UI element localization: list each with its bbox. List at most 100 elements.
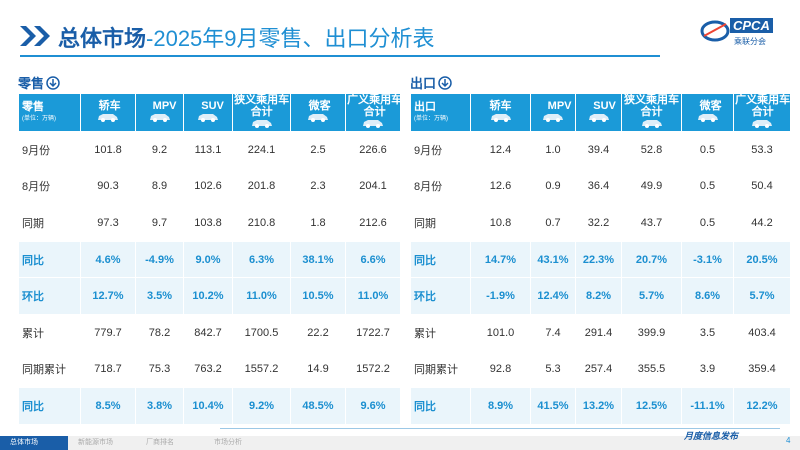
footer-tab[interactable]: 厂商排名 bbox=[146, 439, 174, 446]
cell: 3.9 bbox=[681, 350, 734, 389]
row-label: 累计 bbox=[18, 313, 81, 352]
footer-tab[interactable]: 总体市场 bbox=[0, 436, 68, 450]
column-header: MPV bbox=[135, 93, 184, 132]
cell: 12.2% bbox=[733, 387, 791, 425]
title-rule bbox=[20, 55, 660, 57]
cell: 103.8 bbox=[183, 204, 233, 242]
column-header: SUV bbox=[183, 93, 233, 132]
vehicle-icon bbox=[752, 120, 772, 128]
section-title: 零售 bbox=[18, 76, 45, 91]
column-header: 微客 bbox=[681, 93, 734, 132]
unit-label: (单位：万辆) bbox=[22, 115, 56, 122]
row-label: 同比 bbox=[410, 240, 471, 279]
cell: 1572.2 bbox=[345, 350, 401, 389]
vehicle-icon bbox=[308, 114, 328, 122]
cell: 1722.7 bbox=[345, 313, 401, 352]
row-label: 同比 bbox=[18, 387, 81, 425]
cell: 0.5 bbox=[681, 131, 734, 169]
cell: 355.5 bbox=[621, 350, 682, 389]
title: 总体市场-2025年9月零售、出口分析表 bbox=[58, 21, 435, 53]
logo-text: CPCA bbox=[730, 18, 773, 33]
cell: 3.8% bbox=[135, 387, 184, 425]
row-label: 累计 bbox=[410, 313, 471, 352]
vehicle-icon bbox=[198, 114, 218, 122]
cell: 90.3 bbox=[80, 167, 136, 206]
footer-tab[interactable]: 市场分析 bbox=[214, 439, 242, 446]
cell: 9.6% bbox=[345, 387, 401, 425]
vehicle-icon bbox=[543, 114, 563, 122]
table-row: 同比 4.6% -4.9% 9.0% 6.3% 38.1% 6.6% bbox=[18, 240, 401, 279]
table-row: 同期 10.8 0.7 32.2 43.7 0.5 44.2 bbox=[410, 204, 791, 242]
cell: 399.9 bbox=[621, 313, 682, 352]
cell: 6.3% bbox=[232, 240, 291, 279]
cell: 97.3 bbox=[80, 204, 136, 242]
cell: 11.0% bbox=[232, 277, 291, 315]
cell: 52.8 bbox=[621, 131, 682, 169]
cell: 7.4 bbox=[530, 313, 576, 352]
column-header: 广义乘用车合计 bbox=[733, 93, 791, 132]
column-name: 狭义乘用车合计 bbox=[234, 94, 290, 119]
vehicle-icon bbox=[697, 114, 718, 122]
cell: 12.4% bbox=[530, 277, 576, 315]
row-label: 同比 bbox=[410, 387, 471, 425]
cell: 8.9 bbox=[135, 167, 184, 206]
vehicle-icon bbox=[149, 114, 170, 122]
cell: 2.5 bbox=[290, 131, 346, 169]
down-icon bbox=[46, 75, 60, 90]
cell: 113.1 bbox=[183, 131, 233, 169]
page-number: 4 bbox=[786, 436, 791, 445]
cell: 10.2% bbox=[183, 277, 233, 315]
corner-label: 出口 bbox=[414, 100, 436, 113]
cell: 10.5% bbox=[290, 277, 346, 315]
header-row: 零售 (单位：万辆) 轿车 MPV SUV 狭义乘用车合计 微客 广义乘用车合计 bbox=[18, 93, 401, 132]
cell: 8.5% bbox=[80, 387, 136, 425]
column-name: SUV bbox=[593, 100, 616, 112]
footer-bar bbox=[0, 436, 800, 450]
cell: 718.7 bbox=[80, 350, 136, 389]
down-icon bbox=[438, 75, 452, 90]
cell: 5.7% bbox=[621, 277, 682, 315]
cell: 210.8 bbox=[232, 204, 291, 242]
cell: 8.2% bbox=[575, 277, 622, 315]
cell: 49.9 bbox=[621, 167, 682, 206]
cell: -1.9% bbox=[470, 277, 531, 315]
row-label: 8月份 bbox=[18, 167, 81, 206]
table-row: 同比 14.7% 43.1% 22.3% 20.7% -3.1% 20.5% bbox=[410, 240, 791, 279]
column-header: 微客 bbox=[290, 93, 346, 132]
cell: 36.4 bbox=[575, 167, 622, 206]
cell: 22.3% bbox=[575, 240, 622, 279]
corner-label: 零售 bbox=[22, 100, 44, 113]
row-label: 同期 bbox=[18, 204, 81, 242]
column-name: 轿车 bbox=[98, 100, 121, 112]
logo: CPCA 乘联分会 bbox=[700, 14, 780, 50]
section-label: 零售 bbox=[18, 73, 60, 92]
cell: 359.4 bbox=[733, 350, 791, 389]
cell: -3.1% bbox=[681, 240, 734, 279]
cell: 12.7% bbox=[80, 277, 136, 315]
cell: 22.2 bbox=[290, 313, 346, 352]
column-header: 广义乘用车合计 bbox=[345, 93, 401, 132]
cell: 5.3 bbox=[530, 350, 576, 389]
table-row: 同比 8.9% 41.5% 13.2% 12.5% -11.1% 12.2% bbox=[410, 387, 791, 425]
vehicle-icon bbox=[641, 120, 662, 128]
table-row: 8月份 90.3 8.9 102.6 201.8 2.3 204.1 bbox=[18, 167, 401, 206]
column-name: 微客 bbox=[699, 100, 722, 112]
table-row: 9月份 101.8 9.2 113.1 224.1 2.5 226.6 bbox=[18, 131, 401, 169]
footer-tabs: 总体市场 新能源市场 厂商排名 市场分析 bbox=[0, 436, 272, 450]
cell: 4.6% bbox=[80, 240, 136, 279]
column-header: SUV bbox=[575, 93, 622, 132]
row-label: 8月份 bbox=[410, 167, 471, 206]
row-label: 同期累计 bbox=[410, 350, 471, 389]
cell: 9.7 bbox=[135, 204, 184, 242]
footer-tab[interactable]: 新能源市场 bbox=[78, 439, 113, 446]
column-name: 轿车 bbox=[489, 100, 512, 112]
cell: 6.6% bbox=[345, 240, 401, 279]
cell: 212.6 bbox=[345, 204, 401, 242]
cell: 53.3 bbox=[733, 131, 791, 169]
cell: 291.4 bbox=[575, 313, 622, 352]
table-row: 环比 -1.9% 12.4% 8.2% 5.7% 8.6% 5.7% bbox=[410, 277, 791, 315]
column-name: 微客 bbox=[308, 100, 331, 112]
cell: 1.8 bbox=[290, 204, 346, 242]
title-rest: -2025年9月零售、出口分析表 bbox=[146, 26, 435, 51]
